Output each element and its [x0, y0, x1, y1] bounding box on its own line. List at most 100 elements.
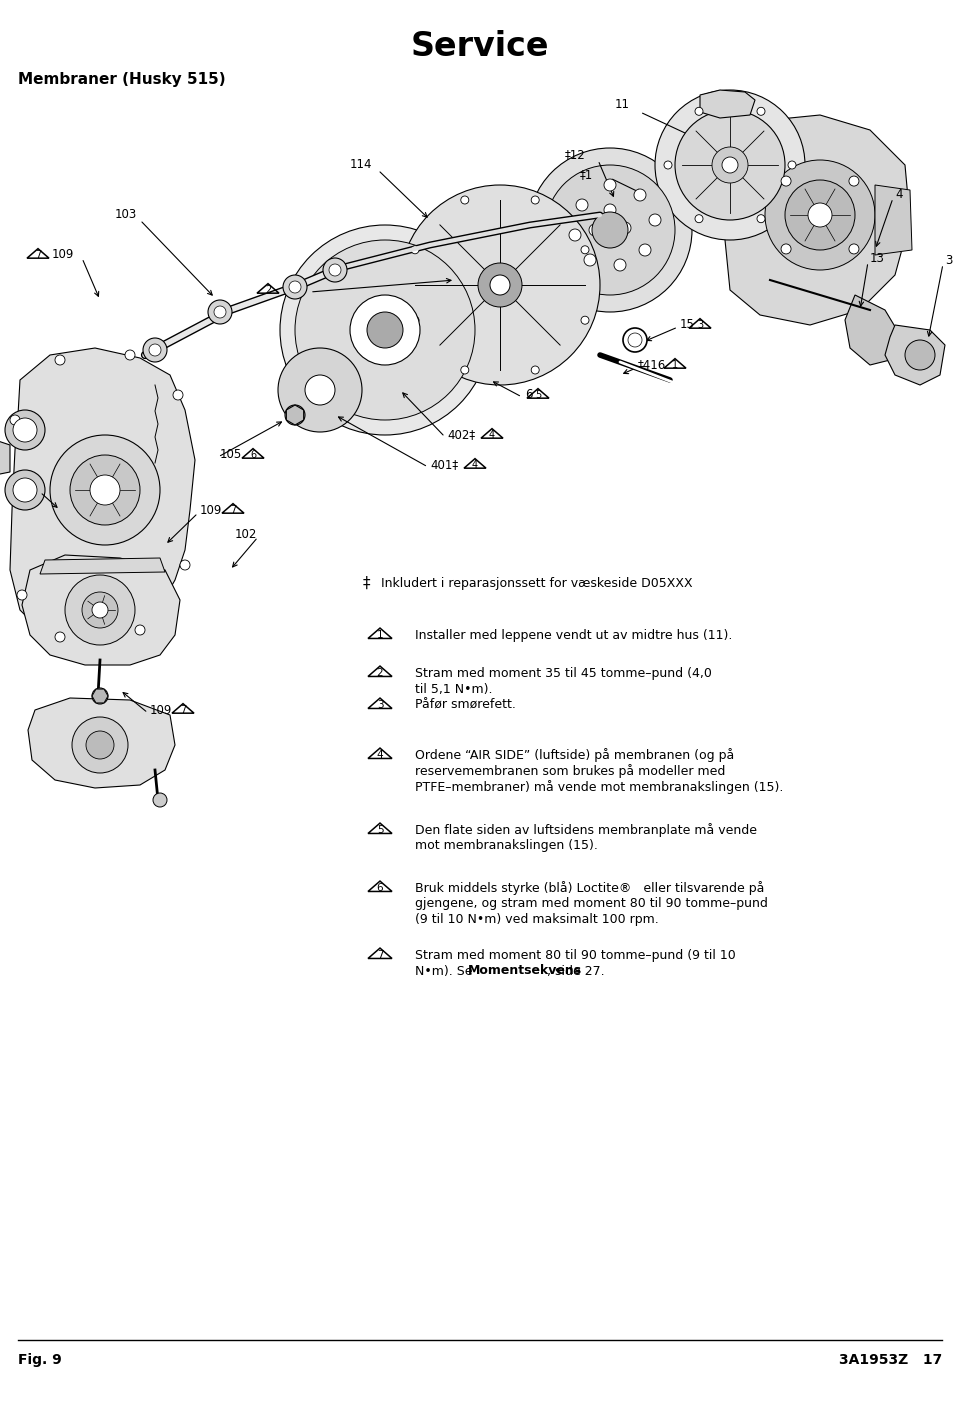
Text: Inkludert i reparasjonssett for væskeside D05XXX: Inkludert i reparasjonssett for væskesid… — [381, 577, 692, 590]
Text: 401‡: 401‡ — [430, 459, 458, 471]
Circle shape — [592, 212, 628, 248]
Circle shape — [765, 159, 875, 271]
Polygon shape — [700, 90, 755, 118]
Text: ‡1: ‡1 — [580, 168, 593, 181]
Text: 7: 7 — [229, 504, 236, 514]
Text: 2: 2 — [376, 668, 383, 678]
Circle shape — [289, 281, 301, 293]
Circle shape — [531, 366, 540, 375]
Text: til 5,1 N•m).: til 5,1 N•m). — [415, 682, 492, 695]
Text: 114: 114 — [350, 158, 372, 171]
Circle shape — [367, 312, 403, 347]
Circle shape — [208, 300, 232, 325]
Text: 2: 2 — [265, 285, 271, 295]
Circle shape — [581, 246, 589, 253]
Circle shape — [604, 204, 616, 216]
Circle shape — [55, 632, 65, 642]
Circle shape — [5, 470, 45, 510]
Text: Bruk middels styrke (blå) Loctite®   eller tilsvarende på: Bruk middels styrke (blå) Loctite® eller… — [415, 881, 764, 896]
Circle shape — [283, 275, 307, 299]
Text: ‡: ‡ — [363, 575, 371, 591]
Circle shape — [17, 590, 27, 600]
Circle shape — [350, 295, 420, 365]
Circle shape — [649, 214, 661, 226]
Text: Membraner (Husky 515): Membraner (Husky 515) — [18, 73, 226, 87]
Circle shape — [50, 434, 160, 545]
Circle shape — [655, 90, 805, 241]
Circle shape — [528, 148, 692, 312]
Text: 109: 109 — [200, 504, 223, 517]
Text: 13: 13 — [870, 252, 885, 265]
Circle shape — [135, 625, 145, 635]
Text: mot membranakslingen (15).: mot membranakslingen (15). — [415, 840, 598, 853]
Text: 5: 5 — [376, 824, 383, 834]
Text: reservemembranen som brukes på modeller med: reservemembranen som brukes på modeller … — [415, 765, 726, 778]
Text: 103: 103 — [115, 208, 137, 222]
Polygon shape — [92, 689, 108, 703]
Circle shape — [785, 179, 855, 251]
Circle shape — [619, 222, 631, 234]
Circle shape — [781, 177, 791, 187]
Text: 7: 7 — [35, 249, 41, 259]
Circle shape — [614, 259, 626, 271]
Circle shape — [757, 215, 765, 222]
Circle shape — [400, 185, 600, 384]
Circle shape — [905, 340, 935, 370]
Circle shape — [70, 456, 140, 525]
Circle shape — [10, 414, 20, 424]
Circle shape — [623, 328, 647, 352]
Text: 106: 106 — [282, 283, 304, 296]
Circle shape — [5, 410, 45, 450]
Polygon shape — [40, 558, 165, 574]
Circle shape — [569, 229, 581, 241]
Circle shape — [757, 107, 765, 115]
Text: Ordene “AIR SIDE” (luftside) på membranen (og på: Ordene “AIR SIDE” (luftside) på membrane… — [415, 748, 734, 762]
Circle shape — [65, 575, 135, 645]
Circle shape — [55, 355, 65, 365]
Text: 3: 3 — [697, 319, 703, 329]
Text: 105: 105 — [220, 449, 242, 461]
Text: 15: 15 — [680, 319, 695, 332]
Circle shape — [589, 224, 601, 236]
Circle shape — [604, 179, 616, 191]
Circle shape — [576, 199, 588, 211]
Text: ‡416: ‡416 — [638, 359, 666, 372]
Circle shape — [86, 731, 114, 759]
Text: Stram med moment 80 til 90 tomme–pund (9 til 10: Stram med moment 80 til 90 tomme–pund (9… — [415, 948, 735, 961]
Text: 7: 7 — [180, 705, 186, 715]
Circle shape — [531, 197, 540, 204]
Circle shape — [722, 157, 738, 172]
Circle shape — [72, 718, 128, 773]
Text: ‡12: ‡12 — [565, 148, 586, 161]
Text: , side 27.: , side 27. — [547, 964, 605, 977]
Text: 6: 6 — [250, 450, 256, 460]
Polygon shape — [0, 440, 10, 476]
Text: Fig. 9: Fig. 9 — [18, 1353, 61, 1367]
Circle shape — [639, 244, 651, 256]
Circle shape — [664, 161, 672, 169]
Circle shape — [490, 275, 510, 295]
Circle shape — [143, 337, 167, 362]
Text: 4: 4 — [489, 430, 495, 440]
Text: 6: 6 — [525, 389, 533, 402]
Polygon shape — [28, 698, 175, 787]
Circle shape — [788, 161, 796, 169]
Text: 6: 6 — [376, 883, 383, 893]
Circle shape — [461, 366, 468, 375]
Circle shape — [411, 246, 419, 253]
Text: Installer med leppene vendt ut av midtre hus (11).: Installer med leppene vendt ut av midtre… — [415, 628, 732, 641]
Text: 5: 5 — [535, 390, 541, 400]
Text: Service: Service — [411, 30, 549, 63]
Text: 102: 102 — [235, 528, 257, 541]
Text: 109: 109 — [52, 249, 74, 262]
Text: 3A1953Z   17: 3A1953Z 17 — [839, 1353, 942, 1367]
Circle shape — [461, 197, 468, 204]
Circle shape — [153, 793, 167, 807]
Circle shape — [634, 189, 646, 201]
Text: (9 til 10 N•m) ved maksimalt 100 rpm.: (9 til 10 N•m) ved maksimalt 100 rpm. — [415, 914, 659, 927]
Circle shape — [295, 241, 475, 420]
Text: 3: 3 — [945, 253, 952, 266]
Circle shape — [173, 390, 183, 400]
Circle shape — [411, 316, 419, 325]
Circle shape — [149, 345, 161, 356]
